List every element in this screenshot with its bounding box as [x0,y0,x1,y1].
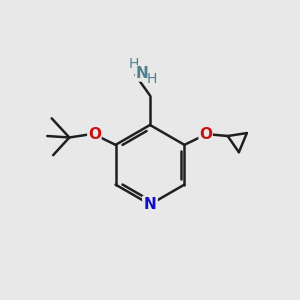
Text: H: H [129,57,139,71]
Text: O: O [88,127,101,142]
Text: N: N [144,197,156,212]
Text: H: H [146,72,157,86]
Text: N: N [135,66,148,81]
Text: O: O [199,127,212,142]
